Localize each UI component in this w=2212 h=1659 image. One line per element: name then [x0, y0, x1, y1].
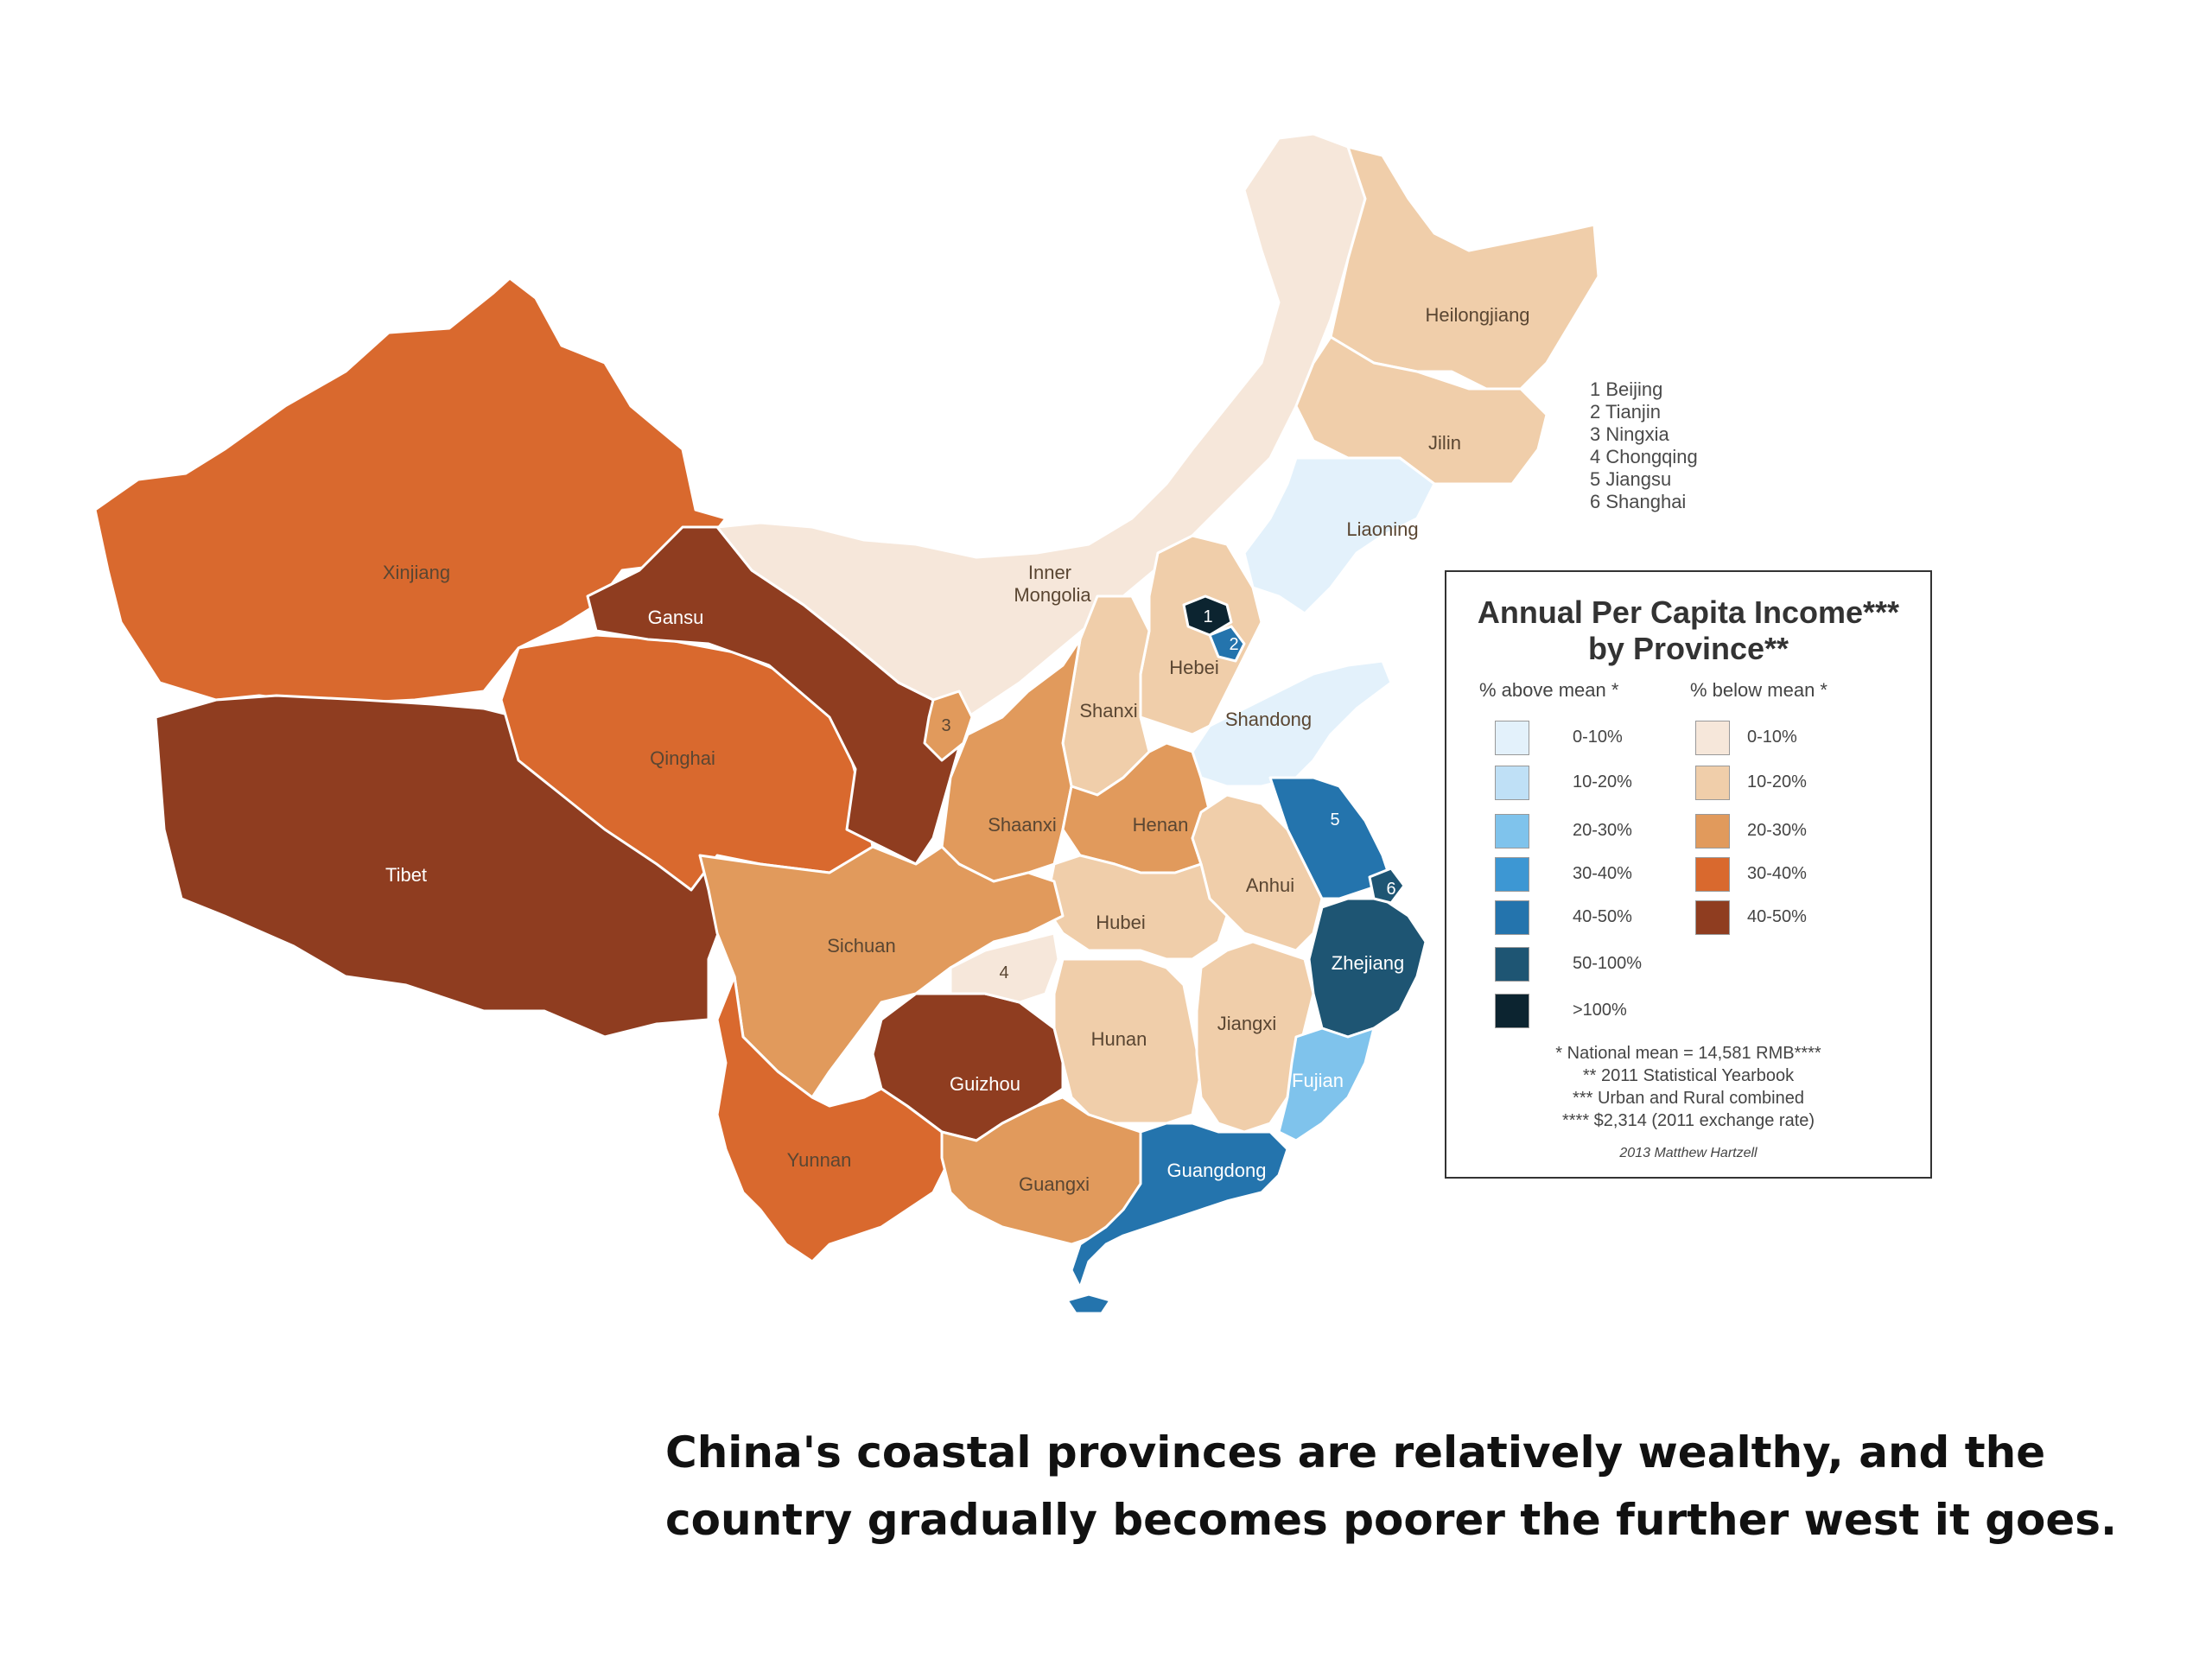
- legend-range-label: >100%: [1573, 1001, 1627, 1020]
- label-sichuan: Sichuan: [827, 935, 896, 957]
- label-fujian: Fujian: [1292, 1070, 1344, 1091]
- legend-below-header: % below mean *: [1690, 679, 1827, 701]
- label-qinghai: Qinghai: [650, 747, 715, 769]
- legend-swatch: [1495, 857, 1529, 892]
- legend-notes: * National mean = 14,581 RMB**** ** 2011…: [1446, 1042, 1930, 1132]
- label-inner-mongolia-line1: Inner: [1028, 562, 1071, 583]
- label-jilin: Jilin: [1428, 432, 1461, 454]
- legend-range-label: 0-10%: [1573, 728, 1623, 747]
- legend-swatch: [1495, 766, 1529, 800]
- province-guangdong: [1070, 1122, 1289, 1289]
- caption-line1: China's coastal provinces are relatively…: [665, 1427, 2046, 1478]
- province-fujian: [1277, 1027, 1376, 1142]
- legend-swatch: [1495, 721, 1529, 755]
- label-yunnan: Yunnan: [787, 1149, 852, 1171]
- label-inner-mongolia-line2: Mongolia: [1014, 584, 1091, 606]
- province-beijing: [1182, 594, 1233, 637]
- key-item: 5 Jiangsu: [1590, 468, 1672, 490]
- province-jilin: [1294, 335, 1548, 486]
- key-item: 3 Ningxia: [1590, 423, 1669, 445]
- legend-swatch: [1695, 857, 1730, 892]
- legend-swatch: [1695, 766, 1730, 800]
- province-yunnan: [715, 975, 952, 1263]
- map-legend: Annual Per Capita Income*** by Province*…: [1445, 570, 1932, 1179]
- province-shandong: [1191, 659, 1393, 788]
- label-heilongjiang: Heilongjiang: [1425, 304, 1529, 326]
- province-ningxia: [923, 690, 974, 762]
- label-liaoning: Liaoning: [1346, 518, 1418, 540]
- key-item: 2 Tianjin: [1590, 401, 1661, 423]
- label-henan: Henan: [1133, 814, 1189, 836]
- legend-note: **** $2,314 (2011 exchange rate): [1561, 1111, 1815, 1130]
- label-shanghai-number: 6: [1386, 880, 1395, 899]
- label-shandong: Shandong: [1225, 709, 1312, 730]
- label-shanxi: Shanxi: [1079, 700, 1137, 721]
- legend-range-label: 10-20%: [1573, 772, 1632, 791]
- label-ningxia-number: 3: [941, 716, 950, 735]
- legend-above-header: % above mean *: [1479, 679, 1619, 701]
- label-guangdong: Guangdong: [1167, 1160, 1267, 1181]
- municipality-key-list: 1 Beijing 2 Tianjin 3 Ningxia 4 Chongqin…: [1590, 378, 1698, 513]
- province-liaoning: [1243, 456, 1436, 615]
- label-hubei: Hubei: [1096, 912, 1145, 933]
- label-anhui: Anhui: [1246, 874, 1294, 896]
- legend-swatch: [1695, 900, 1730, 935]
- label-zhejiang: Zhejiang: [1332, 952, 1404, 974]
- slide-caption: China's coastal provinces are relatively…: [665, 1419, 2117, 1554]
- label-tibet: Tibet: [385, 864, 427, 886]
- key-item: 1 Beijing: [1590, 378, 1663, 400]
- label-jiangsu-number: 5: [1330, 810, 1339, 830]
- label-beijing-number: 1: [1203, 607, 1212, 626]
- province-hebei: [1139, 534, 1263, 736]
- label-hunan: Hunan: [1091, 1028, 1147, 1050]
- legend-title: Annual Per Capita Income*** by Province*…: [1446, 594, 1930, 667]
- caption-line2: country gradually becomes poorer the fur…: [665, 1495, 2118, 1545]
- label-shaanxi: Shaanxi: [988, 814, 1057, 836]
- legend-swatch: [1495, 814, 1529, 849]
- label-hebei: Hebei: [1169, 657, 1218, 678]
- label-chongqing-number: 4: [999, 963, 1008, 982]
- legend-swatch: [1495, 900, 1529, 935]
- label-jiangxi: Jiangxi: [1217, 1013, 1276, 1034]
- key-item: 4 Chongqing: [1590, 446, 1698, 467]
- legend-range-label: 20-30%: [1573, 821, 1632, 840]
- legend-swatch: [1495, 994, 1529, 1028]
- legend-title-line2: by Province**: [1587, 631, 1789, 666]
- legend-range-label: 30-40%: [1573, 864, 1632, 883]
- legend-range-label: 40-50%: [1573, 907, 1632, 926]
- legend-range-label: 20-30%: [1747, 821, 1807, 840]
- label-tianjin-number: 2: [1229, 635, 1238, 654]
- label-inner-mongolia: Inner Mongolia: [1014, 562, 1091, 606]
- province-tianjin: [1208, 625, 1246, 663]
- province-chongqing: [949, 931, 1060, 1004]
- province-shaanxi: [940, 638, 1082, 883]
- legend-range-label: 10-20%: [1747, 772, 1807, 791]
- legend-range-label: 30-40%: [1747, 864, 1807, 883]
- legend-swatch: [1695, 814, 1730, 849]
- legend-note: * National mean = 14,581 RMB****: [1555, 1044, 1821, 1063]
- legend-note: ** 2011 Statistical Yearbook: [1582, 1066, 1795, 1085]
- legend-note: *** Urban and Rural combined: [1573, 1089, 1804, 1108]
- label-guizhou: Guizhou: [950, 1073, 1020, 1095]
- label-guangxi: Guangxi: [1019, 1173, 1090, 1195]
- legend-title-line1: Annual Per Capita Income***: [1477, 594, 1900, 630]
- province-heilongjiang: [1329, 145, 1600, 391]
- province-hainan: [1065, 1293, 1112, 1315]
- province-hubei: [1044, 854, 1229, 961]
- legend-swatch: [1495, 947, 1529, 982]
- legend-range-label: 0-10%: [1747, 728, 1797, 747]
- legend-range-label: 50-100%: [1573, 954, 1643, 973]
- legend-range-label: 40-50%: [1747, 907, 1807, 926]
- legend-swatch: [1695, 721, 1730, 755]
- label-gansu: Gansu: [648, 607, 704, 628]
- province-shanghai: [1368, 867, 1406, 905]
- key-item: 6 Shanghai: [1590, 491, 1687, 512]
- legend-credit: 2013 Matthew Hartzell: [1619, 1146, 1758, 1160]
- label-xinjiang: Xinjiang: [383, 562, 450, 583]
